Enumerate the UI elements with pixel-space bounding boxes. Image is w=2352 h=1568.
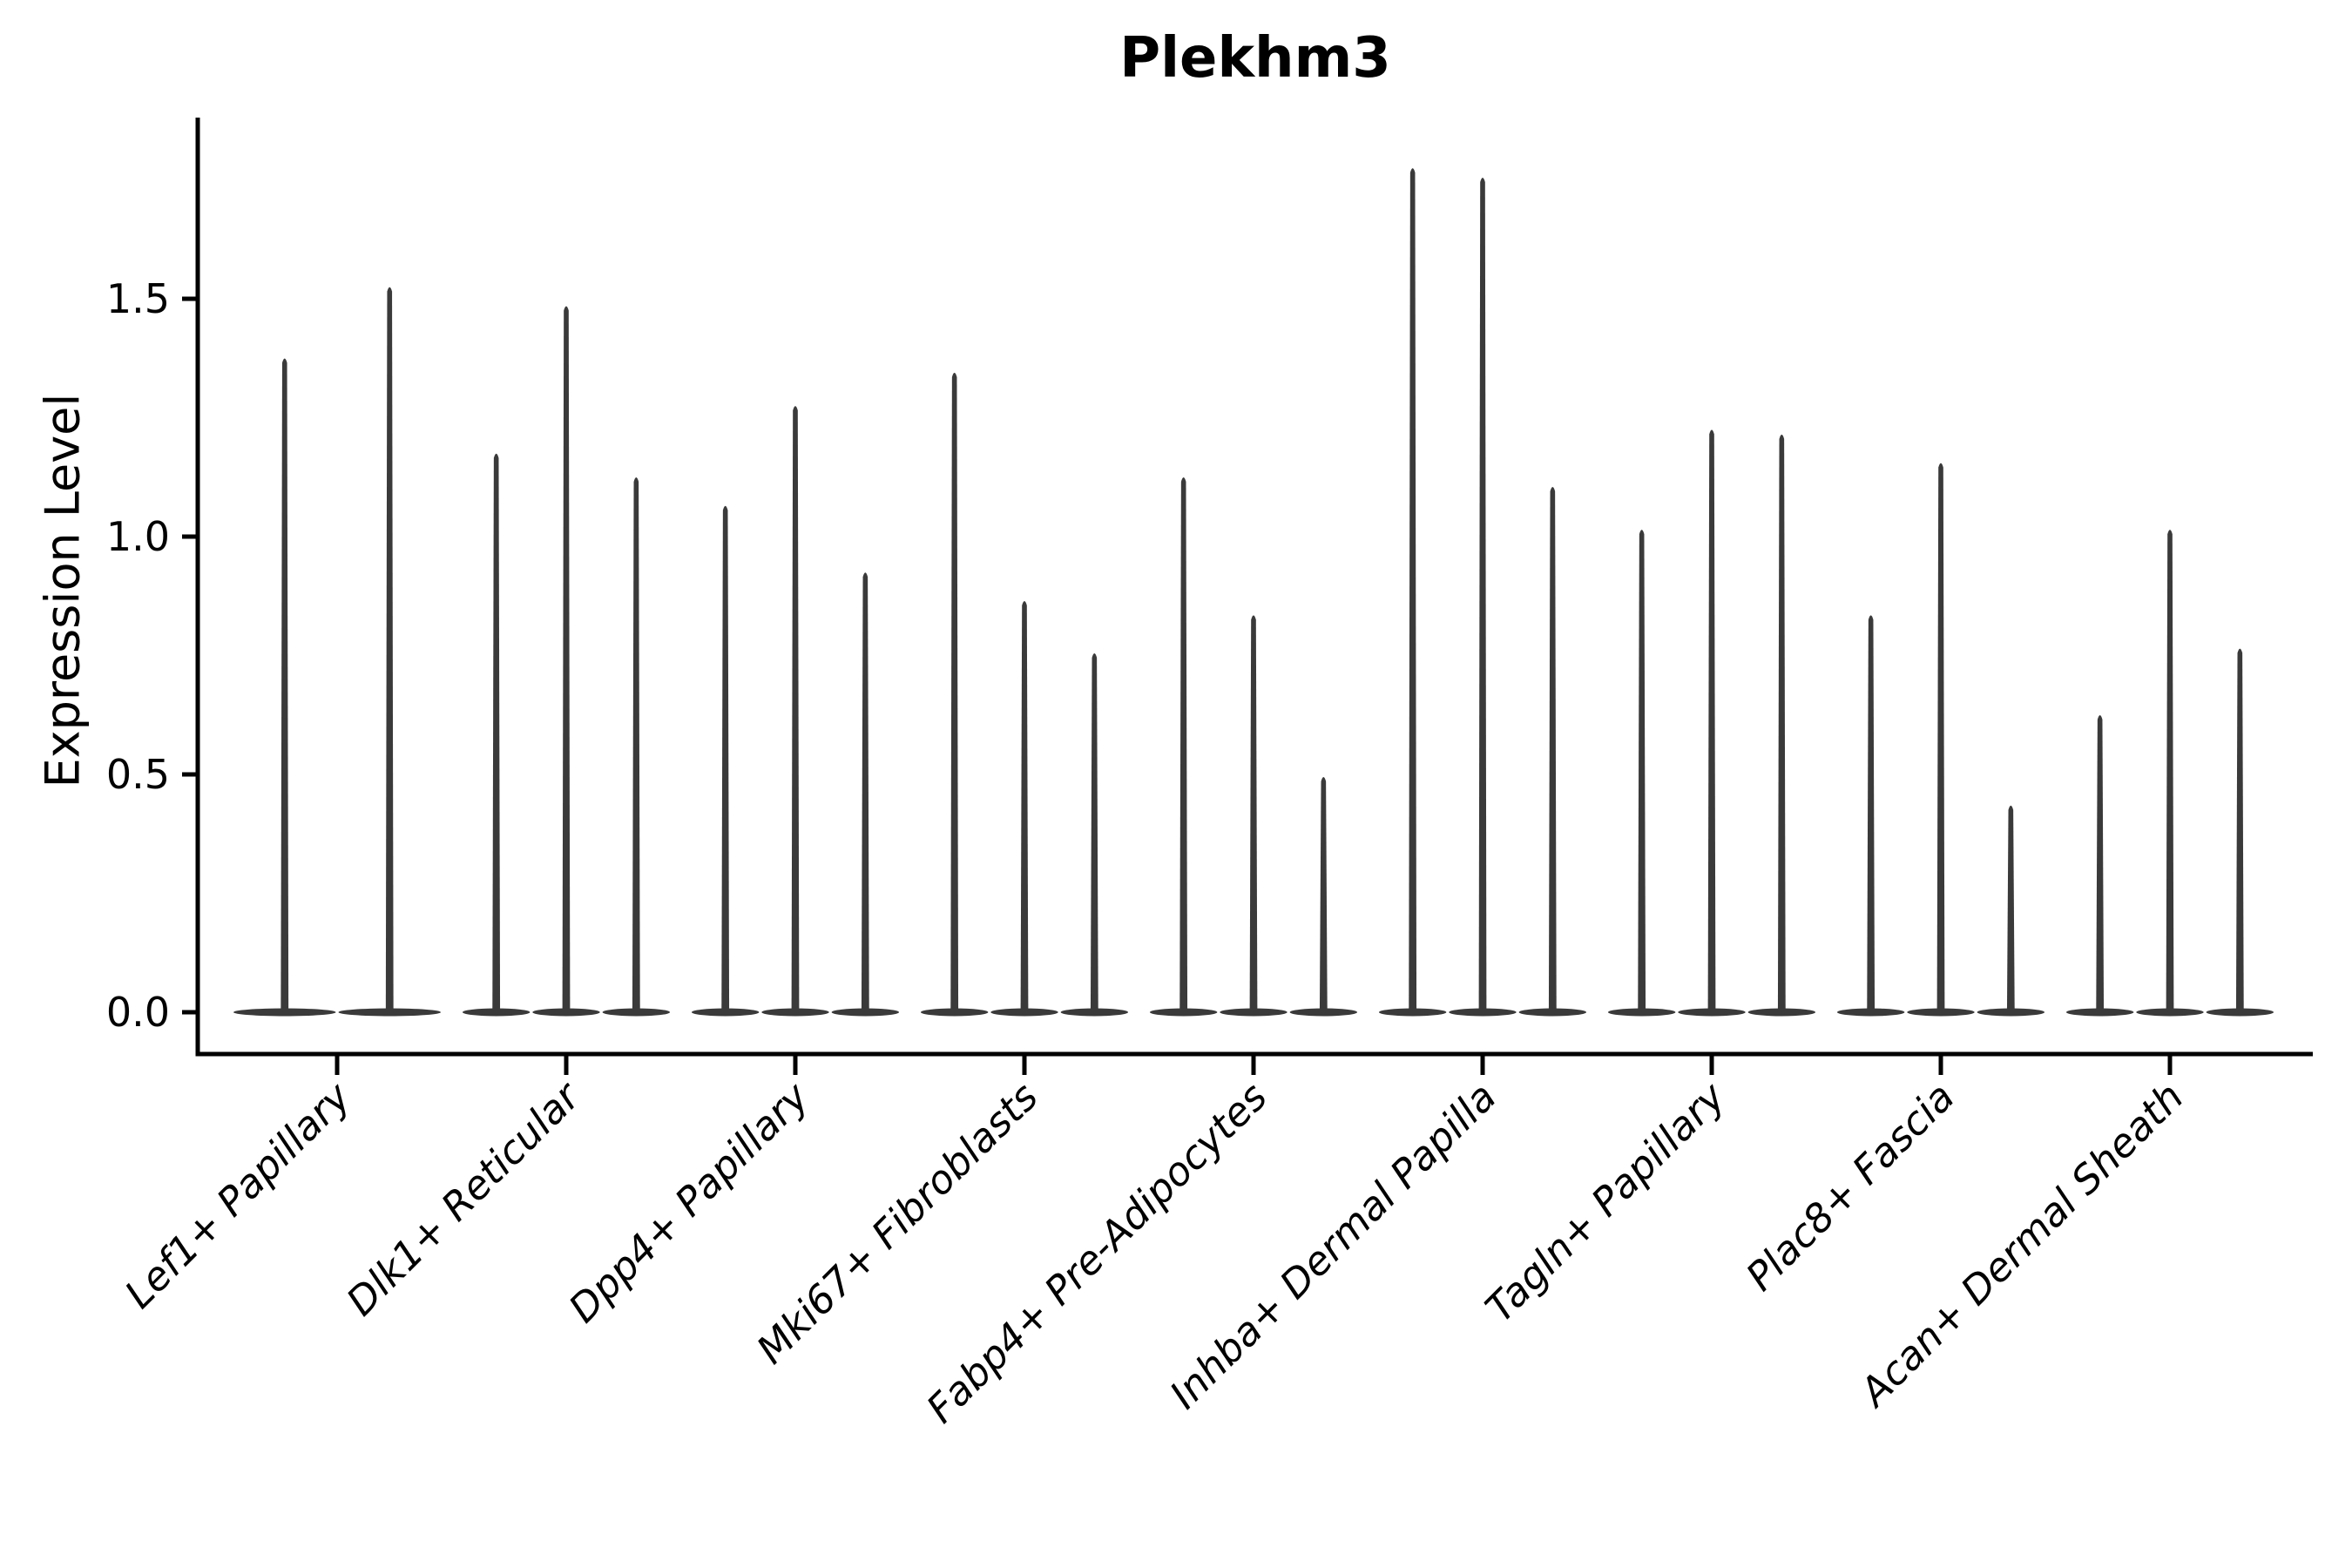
violin-spike [1707, 429, 1716, 1014]
violin-spike [562, 306, 571, 1015]
x-tick-label: Dpp4+ Papillary [560, 1072, 819, 1331]
violin-spike [721, 505, 730, 1014]
y-tick-label: 0.5 [106, 751, 170, 798]
violin-spike [2006, 805, 2015, 1014]
x-tick-label: Plac8+ Fascia [1737, 1073, 1963, 1300]
y-tick-label: 1.5 [106, 275, 170, 322]
y-tick-label: 1.0 [106, 513, 170, 560]
violin-spike [1548, 486, 1557, 1014]
violin-spike [280, 358, 289, 1014]
violin-spike [1867, 615, 1876, 1014]
violin-spike [1409, 168, 1417, 1014]
violin-spike [2166, 530, 2174, 1014]
violin-spike [492, 453, 501, 1014]
y-tick-label: 0.0 [106, 989, 170, 1036]
violin-spike [1179, 477, 1188, 1014]
x-tick-label: Lef1+ Papillary [116, 1072, 361, 1317]
violin-spike [1478, 178, 1487, 1015]
chart-title: Plekhm3 [1119, 26, 1391, 91]
violin-spike [1090, 653, 1098, 1014]
violin-spike [385, 287, 394, 1014]
violin-spike [632, 477, 640, 1014]
violin-spike [1777, 434, 1786, 1014]
violin-spike [1936, 463, 1945, 1014]
violin-spike [950, 372, 959, 1014]
violin-spike [2096, 715, 2105, 1014]
violin-spike [1020, 600, 1029, 1014]
x-tick-label: Tagln+ Papillary [1477, 1072, 1735, 1331]
violin-spike [2235, 648, 2244, 1014]
x-tick-label: Dlk1+ Reticular [337, 1072, 590, 1325]
violin-spike [791, 406, 800, 1014]
violin-spike [1638, 530, 1646, 1014]
violin-spike [1249, 615, 1258, 1014]
violin-spike [861, 572, 869, 1014]
violin-spike [1319, 777, 1328, 1014]
